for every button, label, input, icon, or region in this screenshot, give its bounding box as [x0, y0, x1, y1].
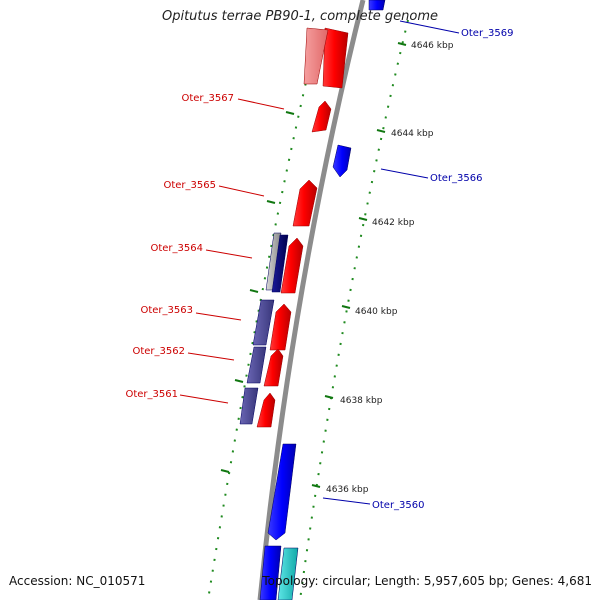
- gene-arrow: [271, 234, 289, 293]
- gene-label: Oter_3560: [372, 500, 425, 511]
- genome-backbone: [257, 0, 366, 600]
- gene-arrow: [292, 179, 318, 227]
- gene-label: Oter_3569: [461, 28, 514, 39]
- gene-arrow: [368, 0, 386, 11]
- reverse-strand-genes: [239, 0, 386, 600]
- gene-arrow: [259, 545, 282, 600]
- scale-labels: 4646 kbp 4644 kbp 4642 kbp 4640 kbp 4638…: [326, 41, 454, 495]
- gene-arrow: [269, 303, 292, 351]
- inner-scale-ticks: [220, 77, 314, 473]
- scale-label: 4646 kbp: [411, 41, 454, 51]
- gene-label: Oter_3564: [150, 243, 203, 254]
- map-title: Opitutus terrae PB90-1, complete genome: [161, 9, 439, 24]
- topology-label: Topology: circular; Length: 5,957,605 bp…: [262, 574, 592, 588]
- gene-arrow: [263, 348, 284, 387]
- gene-arrow: [322, 27, 349, 89]
- gene-arrow: [267, 443, 297, 541]
- gene-label: Oter_3562: [132, 346, 185, 357]
- gene-label: Oter_3566: [430, 173, 483, 184]
- gene-arrow: [332, 144, 352, 178]
- forward-strand-genes: [256, 27, 349, 428]
- reverse-gene-labels: Oter_3569 Oter_3566 Oter_3560: [372, 28, 514, 511]
- gene-arrow: [252, 299, 275, 346]
- outer-scale-ticks: [311, 42, 407, 488]
- gene-arrow: [246, 346, 267, 384]
- gene-label: Oter_3567: [181, 93, 234, 104]
- gene-arrow: [239, 387, 259, 425]
- accession-label: Accession: NC_010571: [9, 574, 146, 588]
- gene-arrow: [303, 27, 329, 85]
- gene-arrow: [280, 237, 304, 294]
- forward-gene-labels: Oter_3567 Oter_3565 Oter_3564 Oter_3563 …: [125, 93, 234, 400]
- gene-label: Oter_3565: [163, 180, 216, 191]
- forward-label-connectors: [179, 98, 285, 404]
- scale-label: 4638 kbp: [340, 396, 383, 406]
- scale-label: 4636 kbp: [326, 485, 369, 495]
- gene-label: Oter_3563: [140, 305, 193, 316]
- inner-dotted-ring: [207, 29, 319, 600]
- gene-label: Oter_3561: [125, 389, 178, 400]
- scale-label: 4640 kbp: [355, 307, 398, 317]
- scale-label: 4642 kbp: [372, 218, 415, 228]
- gene-arrow: [311, 100, 332, 133]
- scale-label: 4644 kbp: [391, 129, 434, 139]
- gene-arrow: [256, 392, 276, 428]
- gene-arrow: [277, 547, 299, 600]
- reverse-label-connectors: [322, 20, 460, 505]
